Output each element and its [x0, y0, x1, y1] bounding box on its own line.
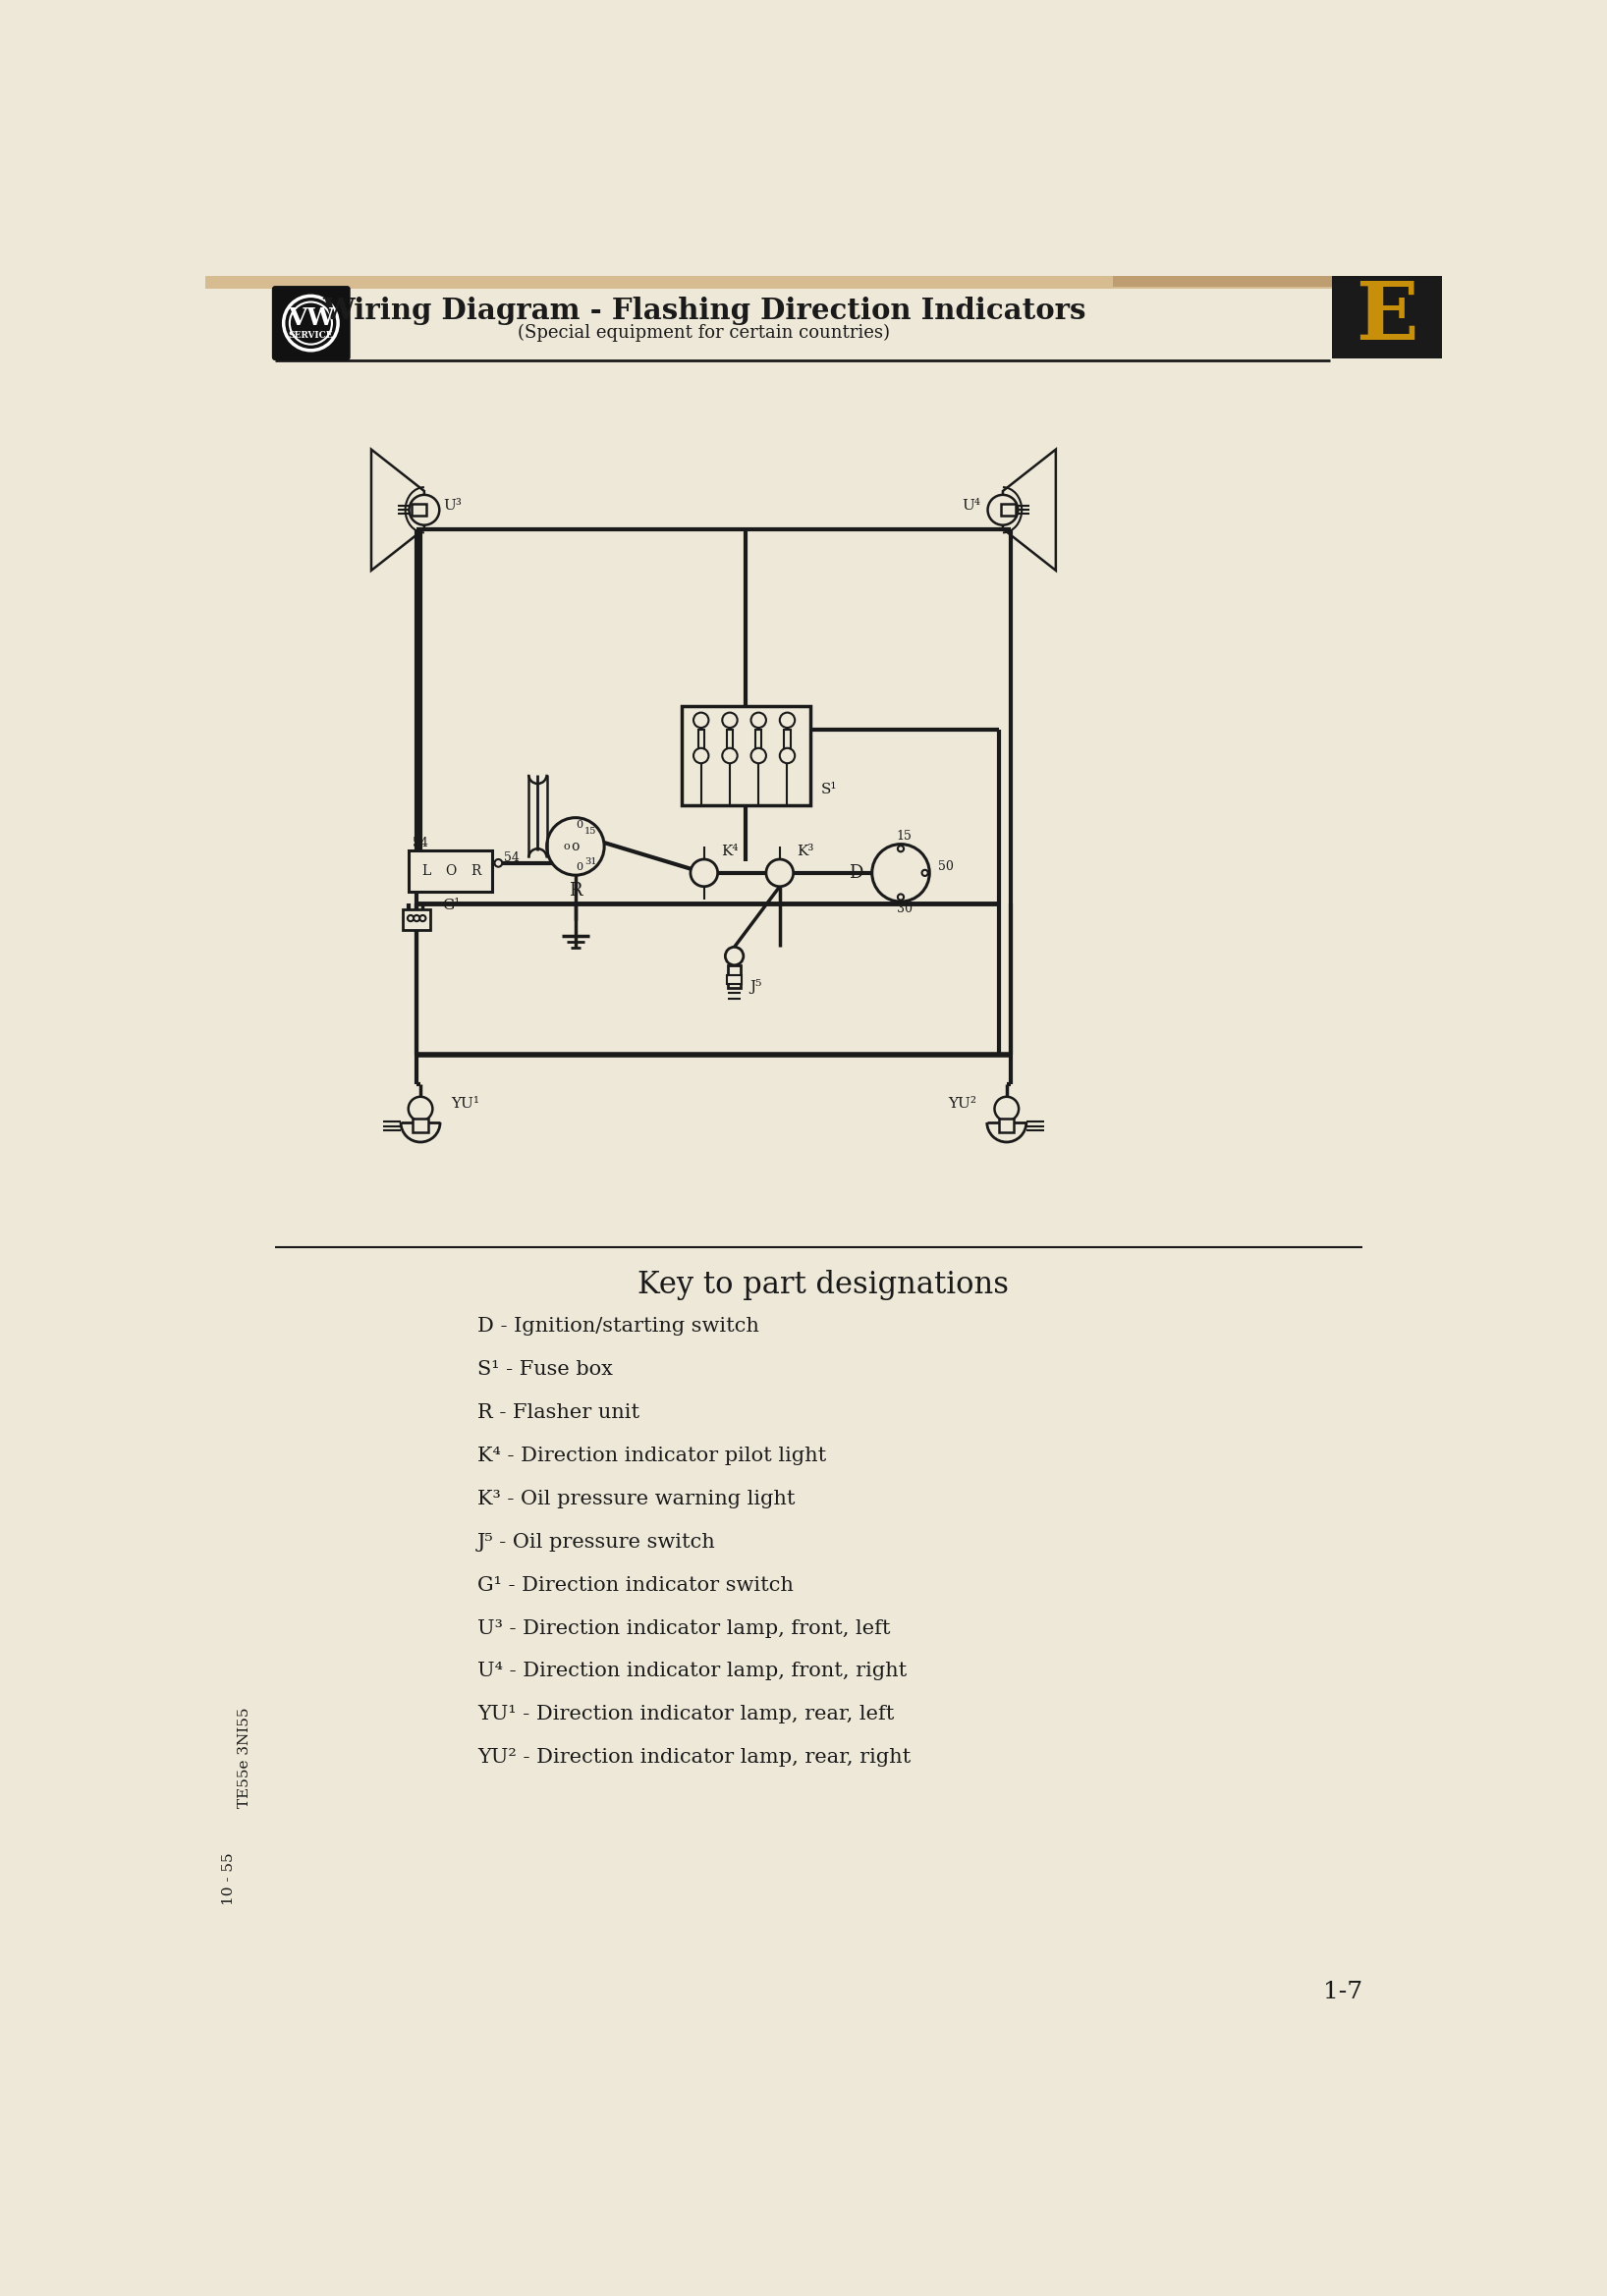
Circle shape — [408, 916, 413, 921]
Text: 0: 0 — [575, 820, 583, 831]
Bar — [728, 964, 741, 987]
Bar — [413, 1118, 427, 1132]
Text: S¹ - Fuse box: S¹ - Fuse box — [477, 1359, 612, 1380]
Bar — [411, 503, 426, 517]
Text: 15: 15 — [585, 827, 596, 836]
Circle shape — [995, 1097, 1019, 1120]
Text: U⁴: U⁴ — [961, 498, 980, 512]
Circle shape — [694, 748, 709, 762]
Text: SERVICE: SERVICE — [288, 331, 333, 340]
Text: S¹: S¹ — [821, 783, 837, 797]
Circle shape — [767, 859, 794, 886]
Circle shape — [495, 859, 501, 868]
Circle shape — [694, 712, 709, 728]
Circle shape — [722, 748, 738, 762]
Circle shape — [988, 496, 1017, 526]
Text: D - Ignition/starting switch: D - Ignition/starting switch — [477, 1318, 759, 1336]
Circle shape — [898, 845, 903, 852]
Circle shape — [722, 712, 738, 728]
Circle shape — [691, 859, 718, 886]
Circle shape — [546, 817, 604, 875]
Text: o: o — [562, 843, 570, 852]
Text: 10 - 55: 10 - 55 — [222, 1853, 236, 1906]
Text: 50: 50 — [938, 861, 955, 872]
Circle shape — [873, 845, 929, 902]
Text: o: o — [572, 840, 580, 854]
Bar — [681, 707, 810, 806]
Circle shape — [898, 893, 903, 900]
Text: Key to part designations: Key to part designations — [638, 1270, 1009, 1300]
Text: TE55e 3NI55: TE55e 3NI55 — [238, 1708, 251, 1807]
Circle shape — [289, 303, 333, 344]
Circle shape — [283, 296, 337, 351]
Text: 15: 15 — [897, 831, 913, 843]
Text: K³ - Oil pressure warning light: K³ - Oil pressure warning light — [477, 1490, 795, 1508]
Bar — [726, 730, 733, 748]
Bar — [726, 976, 742, 985]
Text: J⁵: J⁵ — [749, 978, 762, 994]
Text: VW: VW — [288, 308, 334, 331]
Text: R: R — [569, 882, 582, 900]
Text: K³: K³ — [797, 845, 813, 859]
Text: 30: 30 — [897, 902, 913, 916]
Text: 31: 31 — [585, 856, 596, 866]
Bar — [1001, 503, 1016, 517]
Text: YU²: YU² — [948, 1097, 977, 1111]
Text: 1-7: 1-7 — [1323, 1981, 1363, 2004]
Circle shape — [413, 916, 419, 921]
Text: J⁵ - Oil pressure switch: J⁵ - Oil pressure switch — [477, 1534, 715, 1552]
Text: R - Flasher unit: R - Flasher unit — [477, 1403, 640, 1421]
Text: O: O — [445, 863, 456, 877]
Circle shape — [419, 916, 426, 921]
Text: 0: 0 — [575, 863, 583, 872]
Text: U³: U³ — [444, 498, 461, 512]
Circle shape — [408, 1097, 432, 1120]
Text: YU¹: YU¹ — [450, 1097, 479, 1111]
Text: 54: 54 — [503, 852, 519, 863]
Text: U³ - Direction indicator lamp, front, left: U³ - Direction indicator lamp, front, le… — [477, 1619, 890, 1637]
Circle shape — [725, 946, 744, 964]
Bar — [1332, 276, 1443, 358]
Bar — [1000, 1118, 1014, 1132]
Circle shape — [779, 712, 795, 728]
Bar — [755, 730, 762, 748]
Text: Wiring Diagram - Flashing Direction Indicators: Wiring Diagram - Flashing Direction Indi… — [323, 296, 1086, 326]
Circle shape — [750, 712, 767, 728]
Circle shape — [779, 748, 795, 762]
Text: (Special equipment for certain countries): (Special equipment for certain countries… — [517, 324, 890, 342]
Text: L: L — [421, 863, 431, 877]
Text: G¹ - Direction indicator switch: G¹ - Direction indicator switch — [477, 1575, 794, 1593]
Circle shape — [750, 748, 767, 762]
Text: R: R — [471, 863, 480, 877]
Bar — [1112, 276, 1443, 287]
Text: E: E — [1356, 278, 1419, 356]
Text: U⁴ - Direction indicator lamp, front, right: U⁴ - Direction indicator lamp, front, ri… — [477, 1662, 906, 1681]
Circle shape — [922, 870, 927, 875]
Bar — [206, 276, 1443, 289]
FancyBboxPatch shape — [273, 287, 349, 360]
Bar — [697, 730, 704, 748]
Circle shape — [410, 496, 439, 526]
Text: G¹: G¹ — [442, 898, 460, 912]
Text: D: D — [848, 863, 863, 882]
Text: YU² - Direction indicator lamp, rear, right: YU² - Direction indicator lamp, rear, ri… — [477, 1747, 911, 1768]
Bar — [784, 730, 791, 748]
Bar — [410, 850, 492, 891]
Text: K⁴: K⁴ — [720, 845, 738, 859]
Text: 54: 54 — [413, 836, 427, 850]
Text: YU¹ - Direction indicator lamp, rear, left: YU¹ - Direction indicator lamp, rear, le… — [477, 1706, 893, 1724]
Bar — [403, 909, 431, 930]
Text: K⁴ - Direction indicator pilot light: K⁴ - Direction indicator pilot light — [477, 1446, 826, 1465]
